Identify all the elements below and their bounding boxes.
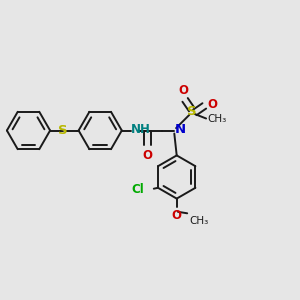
Text: N: N [174, 123, 185, 136]
Text: S: S [58, 124, 68, 137]
Text: S: S [187, 105, 196, 119]
Text: NH: NH [131, 123, 151, 136]
Text: Cl: Cl [132, 183, 145, 196]
Text: CH₃: CH₃ [207, 113, 226, 124]
Text: O: O [178, 84, 189, 97]
Text: O: O [172, 209, 182, 222]
Text: CH₃: CH₃ [190, 216, 209, 226]
Text: O: O [142, 149, 152, 162]
Text: O: O [207, 98, 217, 111]
